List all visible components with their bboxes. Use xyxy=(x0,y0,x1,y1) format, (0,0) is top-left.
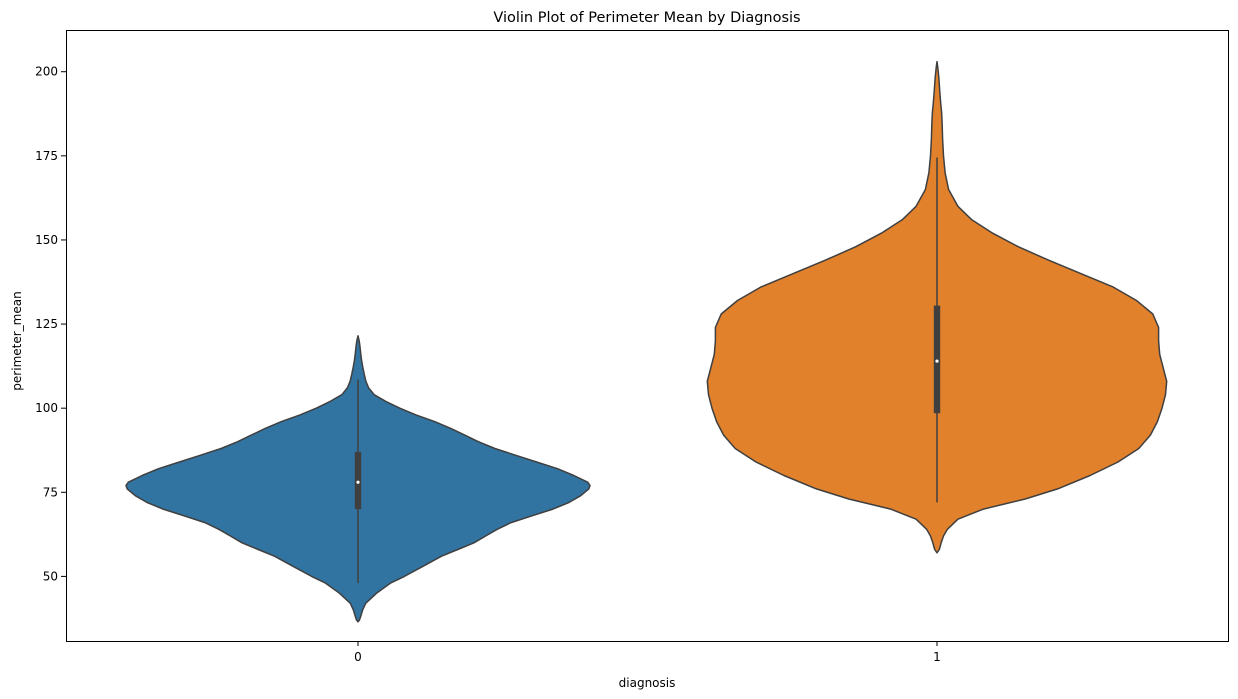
y-tick-label: 175 xyxy=(35,149,58,163)
y-tick-label: 150 xyxy=(35,233,58,247)
iqr-box xyxy=(354,451,362,510)
y-tick-label: 200 xyxy=(35,65,58,79)
x-tick-label: 0 xyxy=(354,650,362,664)
plot-frame xyxy=(66,30,1229,642)
median-dot xyxy=(356,480,360,484)
x-axis-label: diagnosis xyxy=(619,676,676,690)
y-axis-label: perimeter_mean xyxy=(10,291,24,390)
violin-0 xyxy=(125,335,591,623)
y-tick-label: 125 xyxy=(35,317,58,331)
iqr-box xyxy=(933,305,941,414)
violin-1 xyxy=(706,60,1168,554)
plot-area xyxy=(125,60,1168,623)
y-tick-label: 100 xyxy=(35,401,58,415)
y-tick-label: 50 xyxy=(43,569,58,583)
y-tick-label: 75 xyxy=(43,485,58,499)
chart-title: Violin Plot of Perimeter Mean by Diagnos… xyxy=(493,10,800,26)
x-tick-label: 1 xyxy=(933,650,941,664)
median-dot xyxy=(935,359,939,363)
y-axis: 50 75 100 125 150 175 200 xyxy=(35,65,66,583)
